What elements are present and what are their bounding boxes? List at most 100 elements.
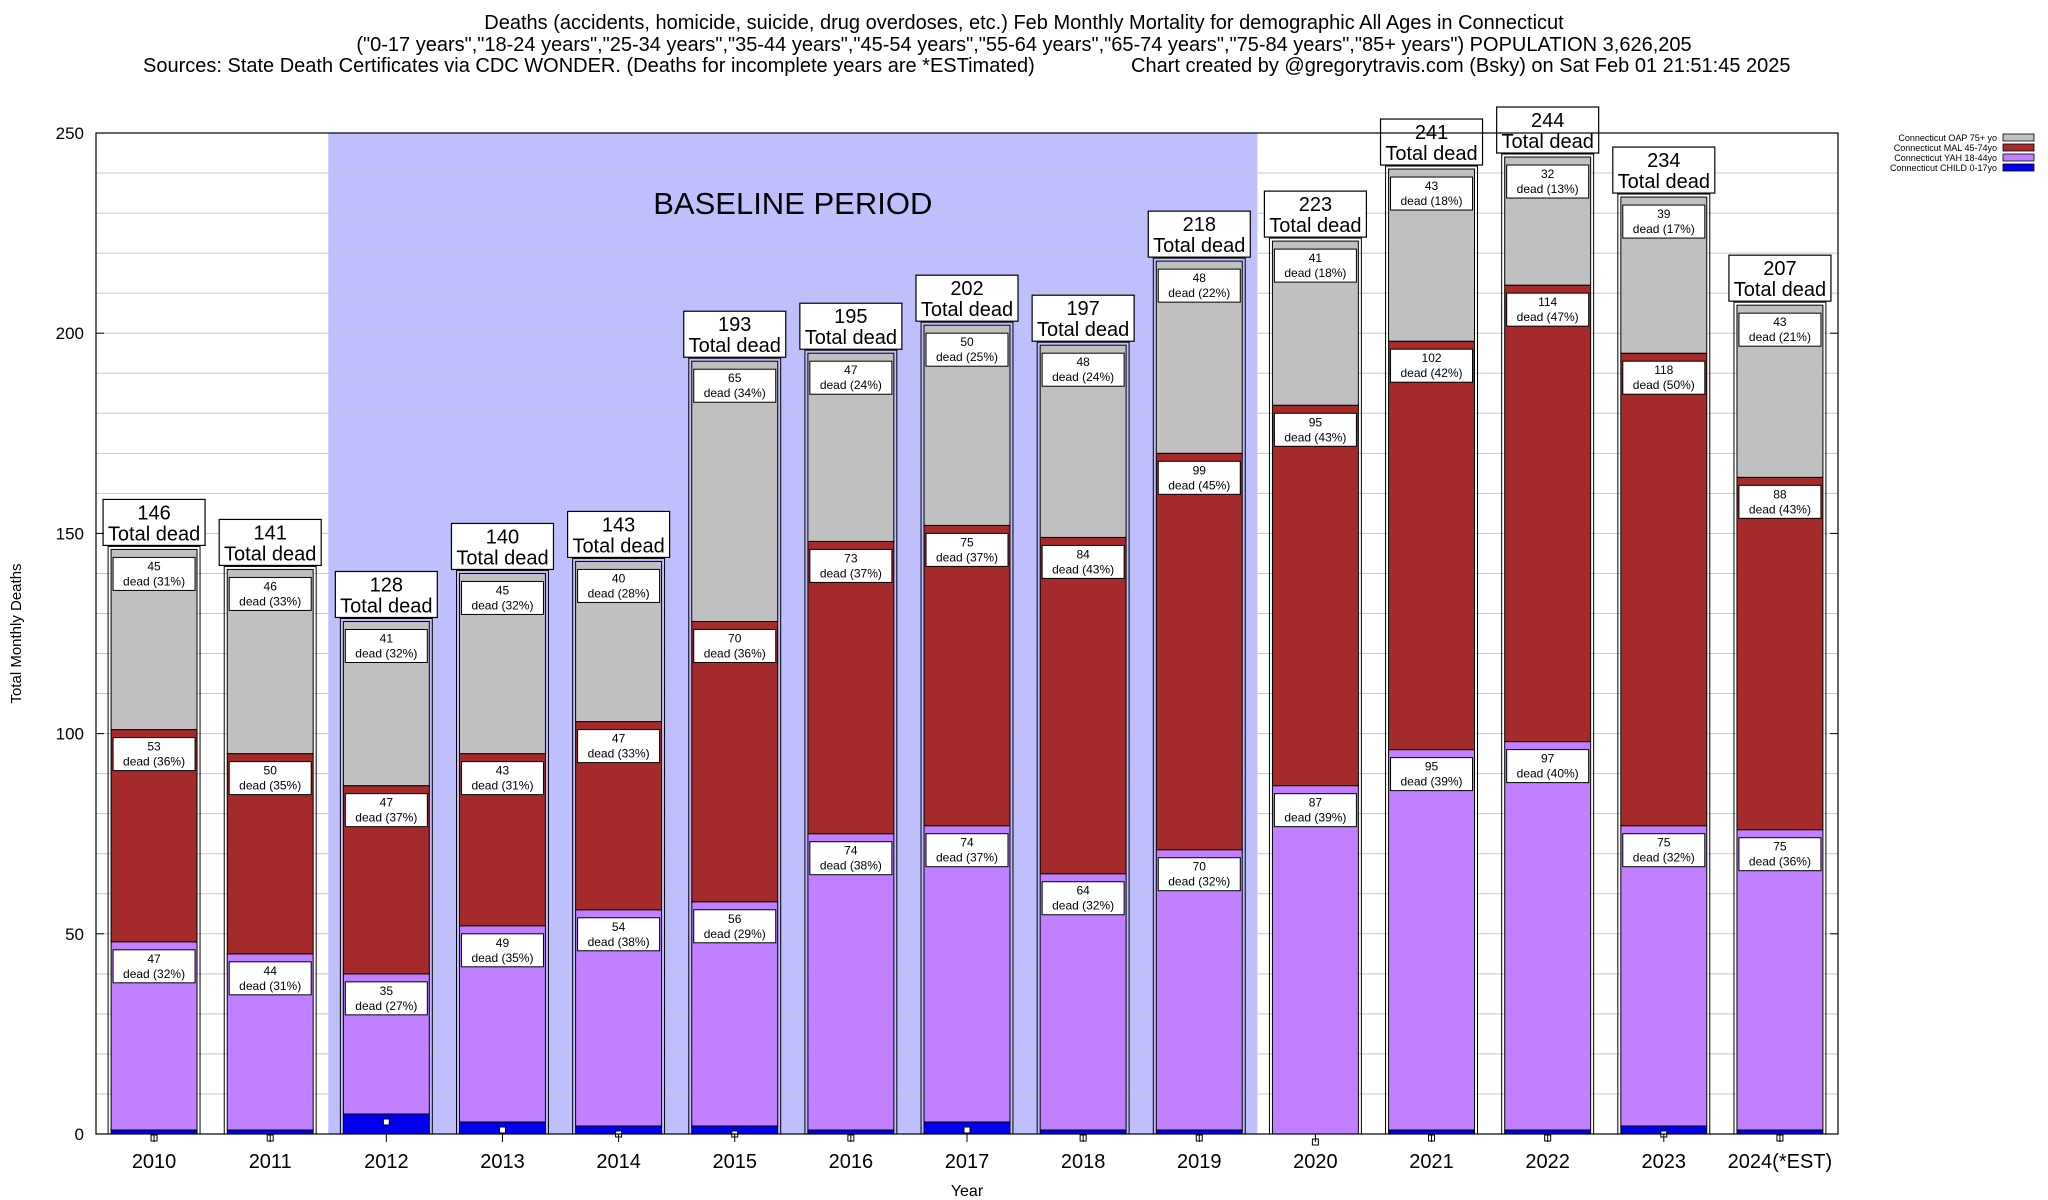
segment-label-value: 47 — [380, 796, 394, 810]
x-tick-label: 2013 — [480, 1151, 525, 1173]
segment-label-value: 64 — [1076, 884, 1090, 898]
segment-label-value: 95 — [1309, 415, 1323, 429]
segment-label-value: 74 — [844, 844, 858, 858]
segment-label-value: 75 — [960, 535, 974, 549]
x-tick-label: 2020 — [1293, 1151, 1338, 1173]
segment-label-percent: dead (31%) — [471, 779, 533, 793]
total-label-box — [915, 274, 1019, 322]
legend-label: Connecticut YAH 18-44yo — [1894, 153, 1997, 163]
segment-label-value: 95 — [1425, 760, 1439, 774]
segment-label-value: 73 — [844, 551, 858, 565]
chart-title-line2: ("0-17 years","18-24 years","25-34 years… — [356, 34, 1692, 56]
point-marker — [963, 1126, 971, 1134]
total-label-box — [1263, 190, 1368, 238]
segment-label-percent: dead (42%) — [1401, 366, 1463, 380]
segment-label-box — [809, 841, 893, 876]
total-label-box — [1031, 294, 1135, 342]
segment-label-box — [1157, 268, 1241, 303]
segment-label-percent: dead (31%) — [239, 979, 301, 993]
segment-label-percent: dead (24%) — [820, 378, 882, 392]
segment-label-box — [1041, 881, 1125, 916]
baseline-period-label: BASELINE PERIOD — [653, 186, 932, 221]
x-tick-label: 2023 — [1642, 1151, 1687, 1173]
total-value: 140 — [486, 526, 519, 548]
bar-segment-connecticut-mal-45-74yo-2024-est — [1736, 476, 1824, 831]
total-value: 146 — [137, 502, 170, 524]
segment-label-value: 97 — [1541, 752, 1555, 766]
segment-label-box — [112, 737, 196, 772]
bar-segment-connecticut-yah-18-44yo-2020 — [1271, 785, 1359, 1135]
total-label-box — [450, 522, 555, 571]
segment-label-value: 43 — [1425, 179, 1439, 193]
total-value: 195 — [834, 306, 867, 328]
segment-label-percent: dead (27%) — [355, 999, 417, 1013]
segment-label-percent: dead (43%) — [1749, 502, 1811, 516]
segment-label-percent: dead (40%) — [1517, 767, 1579, 781]
segment-label-box — [1273, 412, 1357, 447]
segment-label-percent: dead (39%) — [1284, 811, 1346, 825]
total-label-box — [799, 302, 903, 350]
segment-label-percent: dead (31%) — [123, 574, 185, 588]
total-label-box — [683, 310, 787, 358]
bar-segment-connecticut-child-0-17yo-2024-est — [1736, 1129, 1824, 1135]
segment-label-percent: dead (32%) — [355, 646, 417, 660]
segment-label-percent: dead (17%) — [1633, 222, 1695, 236]
bar-segment-connecticut-mal-45-74yo-2023 — [1620, 352, 1708, 827]
legend-label: Connecticut OAP 75+ yo — [1898, 133, 1997, 143]
segment-label-box — [925, 532, 1009, 567]
segment-label-value: 41 — [1309, 251, 1323, 265]
segment-label-value: 48 — [1076, 355, 1090, 369]
segment-label-value: 50 — [960, 335, 974, 349]
bar-segment-connecticut-yah-18-44yo-2017 — [923, 825, 1011, 1123]
legend-swatch — [2002, 133, 2035, 142]
bar-segment-connecticut-mal-45-74yo-2020 — [1271, 404, 1359, 787]
total-label-box — [566, 510, 671, 559]
bar-segment-connecticut-child-0-17yo-2019 — [1155, 1129, 1243, 1135]
total-label-box — [334, 570, 438, 619]
x-tick-label: 2024(*EST) — [1728, 1151, 1833, 1173]
segment-label-percent: dead (32%) — [123, 967, 185, 981]
segment-label-box — [228, 961, 312, 996]
legend-swatch — [2002, 143, 2035, 152]
bar-segment-connecticut-child-0-17yo-2022 — [1504, 1129, 1592, 1135]
total-value: 197 — [1066, 298, 1099, 320]
bar-segment-connecticut-yah-18-44yo-2021 — [1388, 749, 1476, 1131]
total-value: 202 — [950, 278, 983, 300]
segment-label-value: 74 — [960, 836, 974, 850]
bar-segment-connecticut-mal-45-74yo-2018 — [1039, 536, 1127, 875]
segment-label-value: 43 — [496, 764, 510, 778]
x-axis-label: Year — [951, 1183, 984, 1200]
bar-segment-connecticut-yah-18-44yo-2022 — [1504, 741, 1592, 1131]
segment-label-percent: dead (37%) — [936, 851, 998, 865]
segment-label-percent: dead (32%) — [1052, 899, 1114, 913]
bar-segment-connecticut-oap-75-yo-2015 — [691, 360, 779, 622]
total-value: 234 — [1647, 150, 1680, 172]
segment-label-value: 75 — [1657, 836, 1671, 850]
bar-segment-connecticut-child-0-17yo-2018 — [1039, 1129, 1127, 1135]
segment-label-percent: dead (18%) — [1284, 266, 1346, 280]
total-label: Total dead — [921, 299, 1013, 321]
segment-label-percent: dead (47%) — [1517, 310, 1579, 324]
bar-segment-connecticut-yah-18-44yo-2023 — [1620, 825, 1708, 1127]
segment-label-percent: dead (33%) — [588, 747, 650, 761]
total-value: 143 — [602, 514, 635, 536]
point-marker — [498, 1126, 506, 1134]
segment-label-box — [1506, 164, 1590, 199]
total-label: Total dead — [224, 543, 316, 565]
bar-segment-connecticut-mal-45-74yo-2017 — [923, 524, 1011, 827]
y-tick-label: 150 — [56, 524, 84, 543]
segment-label-box — [344, 628, 428, 663]
segment-label-percent: dead (37%) — [820, 566, 882, 580]
total-label-box — [1496, 106, 1600, 154]
total-label: Total dead — [689, 335, 781, 357]
segment-label-box — [228, 761, 312, 796]
x-tick-label: 2017 — [945, 1151, 990, 1173]
segment-label-value: 46 — [264, 579, 278, 593]
segment-label-value: 40 — [612, 571, 626, 585]
segment-label-value: 88 — [1773, 487, 1787, 501]
plot-frame — [95, 132, 1839, 1135]
segment-label-value: 118 — [1654, 363, 1673, 377]
legend-swatch — [2002, 153, 2035, 162]
segment-label-box — [1390, 348, 1474, 383]
